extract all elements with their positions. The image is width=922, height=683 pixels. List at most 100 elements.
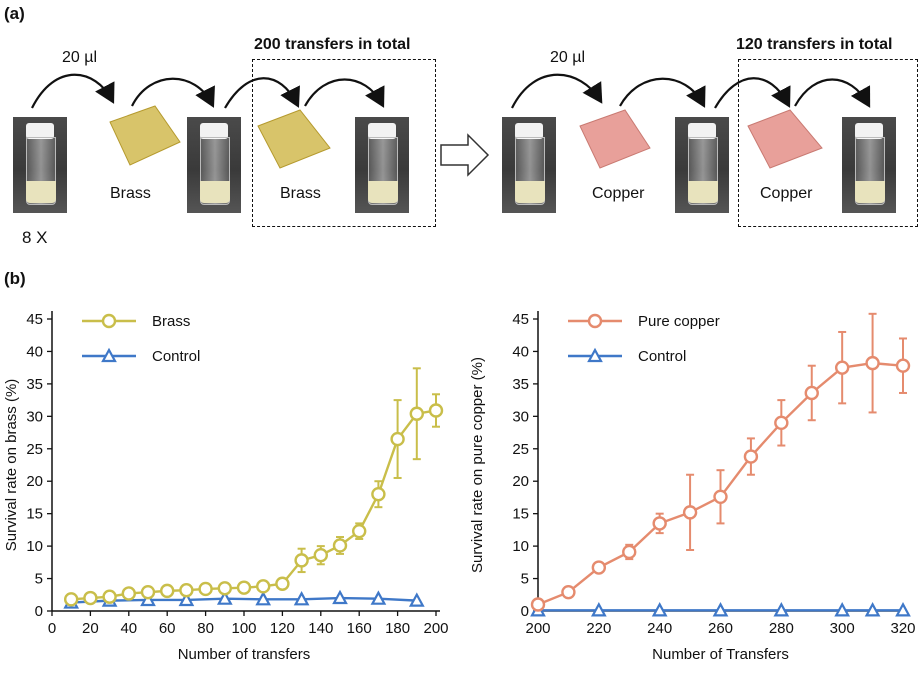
y-tick-label: 40 <box>26 343 43 360</box>
data-point <box>591 560 607 575</box>
transfer-arrow <box>304 78 385 108</box>
y-tick-label: 5 <box>521 571 529 588</box>
data-point <box>371 486 386 502</box>
y-tick-label: 15 <box>26 506 43 523</box>
copper-transfer-box <box>738 59 918 227</box>
culture-vial <box>502 117 556 213</box>
brass-plate <box>109 105 181 166</box>
data-point <box>864 602 881 617</box>
x-tick-label: 20 <box>82 620 99 637</box>
data-point <box>834 360 850 375</box>
copper-plate <box>579 109 651 169</box>
data-point <box>865 355 880 371</box>
data-point <box>804 385 819 401</box>
brass-plate <box>257 109 331 169</box>
x-tick-label: 300 <box>830 620 855 637</box>
data-point <box>198 581 213 597</box>
data-point <box>83 590 98 606</box>
y-tick-label: 20 <box>512 473 529 490</box>
y-tick-label: 10 <box>512 538 529 555</box>
data-point <box>682 505 698 520</box>
data-point <box>712 602 729 617</box>
culture-vial <box>355 117 409 213</box>
y-tick-label: 15 <box>512 506 529 523</box>
x-tick-label: 200 <box>423 620 448 637</box>
data-point <box>178 591 195 607</box>
data-point <box>428 403 444 418</box>
data-point <box>217 581 233 596</box>
panel-a-arrows <box>31 73 871 177</box>
data-point <box>773 602 790 617</box>
data-point <box>102 589 117 604</box>
culture-vial <box>842 117 896 213</box>
data-point <box>895 358 911 373</box>
next-stage-arrow <box>440 133 490 177</box>
data-point <box>370 590 387 605</box>
brass-transfer-box <box>252 59 436 227</box>
data-point <box>216 590 233 605</box>
y-axis-label: Survival rate on brass (%) <box>3 379 20 552</box>
x-tick-label: 180 <box>385 620 410 637</box>
transfer-arrow <box>224 77 300 109</box>
plate-label: Copper <box>592 185 645 202</box>
data-point <box>834 602 851 617</box>
data-point <box>622 544 637 560</box>
transfer-arrow <box>31 73 115 109</box>
brass-survival-chart: 0 5 10 15 20 25 30 35 40 45 0 20 40 60 80 100 120 140 160 1… <box>3 311 449 663</box>
y-tick-label: 35 <box>512 376 529 393</box>
data-point <box>409 406 424 421</box>
data-point <box>275 576 290 591</box>
y-tick-label: 10 <box>26 538 43 555</box>
data-point <box>256 579 271 594</box>
transfer-arrow <box>794 78 871 108</box>
x-tick-label: 80 <box>197 620 214 637</box>
data-point <box>332 538 348 553</box>
culture-vial <box>13 117 67 213</box>
x-tick-label: 320 <box>890 620 915 637</box>
x-tick-label: 260 <box>708 620 733 637</box>
culture-vial <box>675 117 729 213</box>
x-axis-label: Number of transfers <box>178 646 311 663</box>
legend-label: Control <box>152 348 200 365</box>
data-point <box>179 583 194 598</box>
copper-survival-chart: 0 5 10 15 20 25 30 35 40 45 200 220 240 260 280 300 320 N… <box>469 311 916 663</box>
y-tick-label: 35 <box>26 376 43 393</box>
x-tick-label: 200 <box>525 620 550 637</box>
data-point <box>313 547 328 563</box>
data-point <box>63 592 79 607</box>
culture-vial <box>187 117 241 213</box>
data-point <box>140 584 156 600</box>
legend-label: Pure copper <box>638 313 720 330</box>
y-tick-label: 45 <box>26 311 43 328</box>
legend-marker <box>587 313 603 329</box>
y-tick-label: 25 <box>26 441 43 458</box>
panel-b-label: (b) <box>4 269 26 288</box>
data-point <box>561 584 576 600</box>
x-tick-label: 220 <box>586 620 611 637</box>
data-point <box>408 592 425 607</box>
data-point <box>255 591 272 606</box>
y-tick-label: 0 <box>35 603 43 620</box>
y-tick-label: 0 <box>521 603 529 620</box>
data-point <box>743 449 759 464</box>
data-point <box>140 591 156 607</box>
data-point <box>895 602 911 617</box>
plate-label: Brass <box>280 185 321 202</box>
data-point <box>294 553 309 568</box>
panel-a-label: (a) <box>4 4 25 23</box>
data-point <box>121 586 137 601</box>
y-tick-label: 30 <box>26 408 43 425</box>
x-tick-label: 0 <box>48 620 56 637</box>
x-tick-label: 40 <box>120 620 137 637</box>
x-tick-label: 280 <box>769 620 794 637</box>
data-point <box>590 602 607 617</box>
y-tick-label: 30 <box>512 408 529 425</box>
y-tick-label: 45 <box>512 311 529 328</box>
data-point <box>236 580 252 595</box>
data-point <box>159 583 175 599</box>
y-tick-label: 20 <box>26 473 43 490</box>
legend-marker <box>101 313 117 329</box>
copper-plate <box>747 109 823 169</box>
x-tick-label: 100 <box>231 620 256 637</box>
x-tick-label: 240 <box>647 620 672 637</box>
